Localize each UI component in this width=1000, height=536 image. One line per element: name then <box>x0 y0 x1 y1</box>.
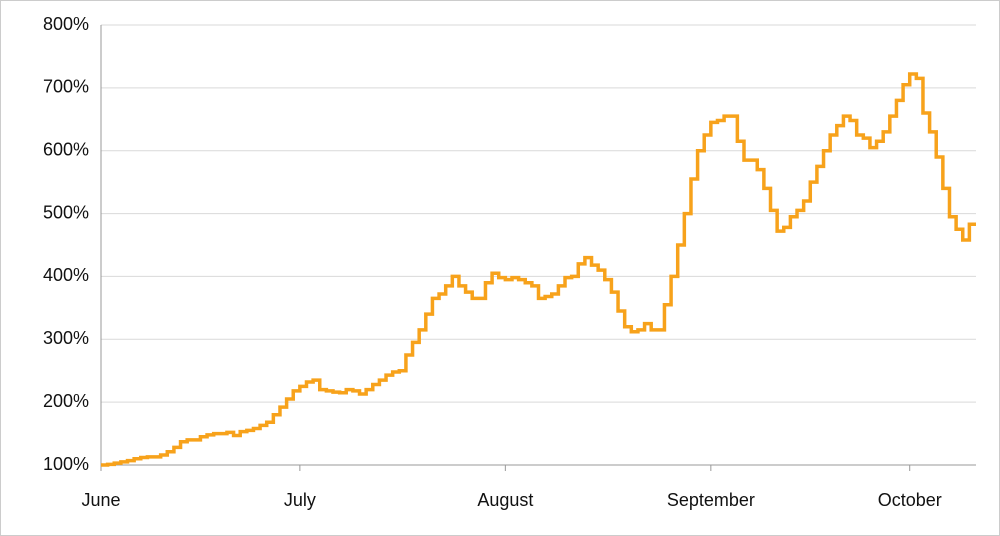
x-tick-label: June <box>81 490 120 510</box>
y-tick-label: 700% <box>43 77 89 97</box>
x-tick-label: September <box>667 490 755 510</box>
y-tick-label: 600% <box>43 139 89 159</box>
x-tick-label: July <box>284 490 316 510</box>
y-tick-label: 400% <box>43 265 89 285</box>
y-tick-label: 500% <box>43 202 89 222</box>
y-tick-label: 800% <box>43 14 89 34</box>
x-tick-label: October <box>878 490 942 510</box>
x-tick-label: August <box>477 490 533 510</box>
y-tick-label: 100% <box>43 454 89 474</box>
line-series <box>101 72 976 467</box>
y-tick-label: 200% <box>43 391 89 411</box>
y-tick-label: 300% <box>43 328 89 348</box>
